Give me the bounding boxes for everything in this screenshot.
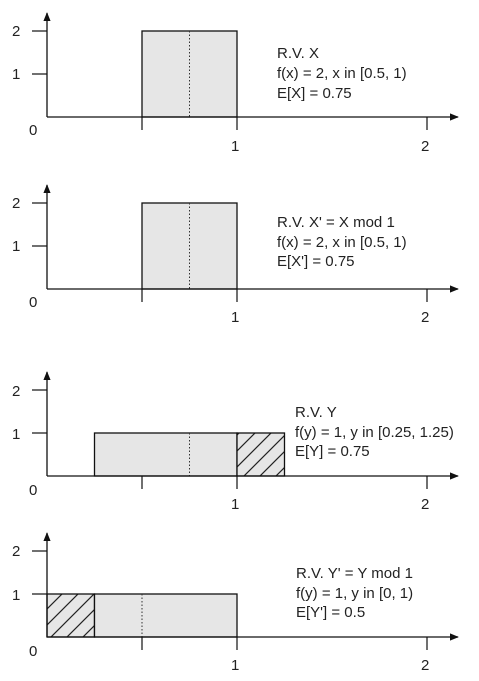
hatched-density-bar: [236, 432, 286, 477]
y-tick-label: 2: [12, 23, 20, 40]
density-bar: [93, 593, 238, 638]
x-tick-label: 0: [29, 294, 37, 311]
x-tick-label: 0: [29, 482, 37, 499]
caption-line-expectation: E[Y] = 0.75: [295, 443, 370, 460]
panel-y: 2 1 0 1 2 R.V. Y f(y) = 1, y in [0.25, 1…: [12, 371, 459, 513]
hatched-density-bar: [46, 593, 96, 638]
caption-line-density: f(x) = 2, x in [0.5, 1): [277, 234, 407, 251]
y-tick-label: 2: [12, 543, 20, 560]
panel-x-mod-1: 2 1 0 1 2 R.V. X' = X mod 1 f(x) = 2, x …: [12, 184, 459, 326]
caption-line-expectation: E[X'] = 0.75: [277, 253, 355, 270]
density-bar: [93, 432, 238, 477]
caption-line-density: f(x) = 2, x in [0.5, 1): [277, 65, 407, 82]
caption-line-rv: R.V. X: [277, 45, 319, 62]
y-tick-label: 1: [12, 426, 20, 443]
caption-line-density: f(y) = 1, y in [0, 1): [296, 585, 413, 602]
x-tick-label: 0: [29, 122, 37, 139]
y-tick-label: 2: [12, 383, 20, 400]
x-tick-label: 1: [231, 309, 239, 326]
y-tick-label: 2: [12, 195, 20, 212]
caption-line-density: f(y) = 1, y in [0.25, 1.25): [295, 424, 454, 441]
x-tick-label: 2: [421, 138, 429, 155]
caption-line-expectation: E[X] = 0.75: [277, 85, 352, 102]
caption-line-rv: R.V. X' = X mod 1: [277, 214, 395, 231]
x-tick-label: 2: [421, 657, 429, 674]
x-tick-label: 0: [29, 643, 37, 660]
panel-y-mod-1: 2 1 0 1 2 R.V. Y' = Y mod 1 f(y) = 1, y …: [12, 532, 459, 674]
caption-line-rv: R.V. Y' = Y mod 1: [296, 565, 413, 582]
y-tick-label: 1: [12, 587, 20, 604]
y-tick-label: 1: [12, 238, 20, 255]
x-tick-label: 2: [421, 496, 429, 513]
x-tick-label: 2: [421, 309, 429, 326]
x-tick-label: 1: [231, 496, 239, 513]
y-tick-label: 1: [12, 66, 20, 83]
caption-line-rv: R.V. Y: [295, 404, 337, 421]
panel-x: 2 1 0 1 2 R.V. X f(x) = 2, x in [0.5, 1)…: [12, 12, 459, 155]
x-tick-label: 1: [231, 657, 239, 674]
x-tick-label: 1: [231, 138, 239, 155]
caption-line-expectation: E[Y'] = 0.5: [296, 604, 365, 621]
